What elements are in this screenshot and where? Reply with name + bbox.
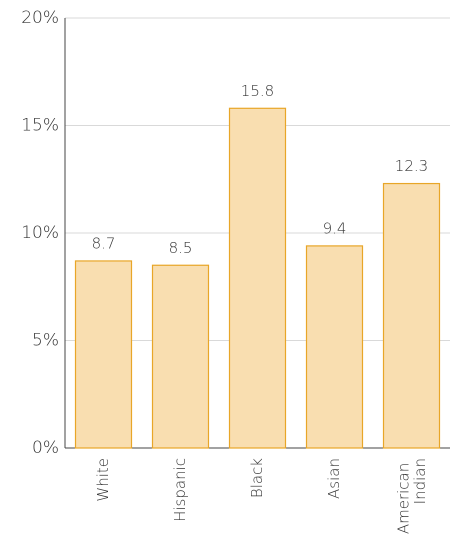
x-tick-label-line: Indian (410, 458, 428, 504)
x-tick-label: White (94, 458, 112, 502)
y-tick-label: 0% (32, 438, 59, 458)
x-tick-label: American Indian (394, 458, 429, 534)
value-label: 8.7 (92, 234, 116, 252)
x-tick-label: Black (248, 458, 266, 498)
x-tick-label-line: American (394, 458, 412, 534)
y-tick-label: 5% (32, 331, 59, 351)
value-label: 12.3 (395, 157, 428, 175)
y-tick-label: 10% (21, 223, 59, 243)
bar (305, 245, 364, 449)
bar (382, 182, 441, 449)
value-label: 9.4 (323, 219, 347, 237)
y-tick-label: 15% (21, 116, 59, 136)
y-tick-label: 20% (21, 8, 59, 28)
bar (74, 260, 133, 449)
value-label: 8.5 (169, 239, 193, 257)
bar (228, 107, 287, 449)
x-tick-label: Asian (325, 458, 343, 499)
x-tick-label: Hispanic (171, 458, 189, 522)
bar (151, 264, 210, 449)
value-label: 15.8 (241, 82, 274, 100)
